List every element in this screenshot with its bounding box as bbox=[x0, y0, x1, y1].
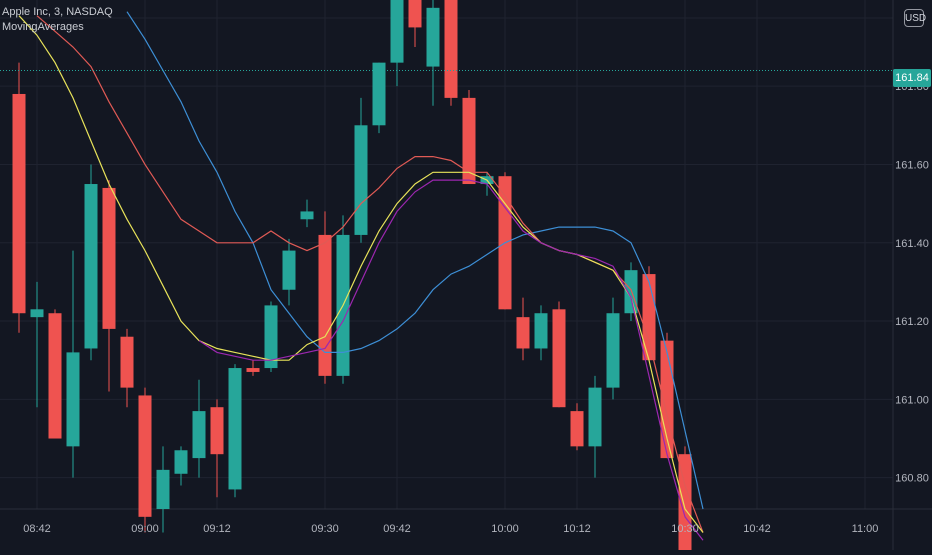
candle-up[interactable] bbox=[264, 305, 278, 369]
last-price-label: 161.84 bbox=[893, 69, 931, 87]
y-tick-label: 161.60 bbox=[895, 159, 929, 171]
candle-down[interactable] bbox=[210, 407, 224, 455]
candle-up[interactable] bbox=[534, 313, 548, 349]
x-tick-label: 09:42 bbox=[383, 523, 411, 535]
candle-down[interactable] bbox=[12, 93, 26, 314]
moving-average-line[interactable] bbox=[18, 15, 704, 533]
chart-legend: Apple Inc, 3, NASDAQ MovingAverages bbox=[2, 5, 113, 35]
candle-down[interactable] bbox=[570, 411, 584, 447]
y-tick-label: 161.40 bbox=[895, 238, 929, 250]
candle-up[interactable] bbox=[588, 387, 602, 447]
symbol-title[interactable]: Apple Inc, 3, NASDAQ bbox=[2, 6, 113, 18]
moving-average-line[interactable] bbox=[198, 179, 704, 541]
candle-up[interactable] bbox=[300, 211, 314, 220]
candle-up[interactable] bbox=[390, 0, 404, 63]
candle-down[interactable] bbox=[48, 313, 62, 439]
moving-average-line[interactable] bbox=[126, 11, 704, 510]
candle-down[interactable] bbox=[516, 317, 530, 349]
candle-down[interactable] bbox=[120, 336, 134, 388]
candle-up[interactable] bbox=[30, 309, 44, 318]
candle-up[interactable] bbox=[282, 250, 296, 290]
indicator-name[interactable]: MovingAverages bbox=[2, 21, 84, 33]
moving-average-line[interactable] bbox=[36, 15, 704, 533]
candle-down[interactable] bbox=[678, 454, 692, 555]
candle-down[interactable] bbox=[318, 234, 332, 376]
candle-up[interactable] bbox=[84, 184, 98, 349]
candle-up[interactable] bbox=[192, 411, 206, 459]
x-tick-label: 10:00 bbox=[491, 523, 519, 535]
candle-down[interactable] bbox=[102, 187, 116, 329]
candle-down[interactable] bbox=[408, 0, 422, 28]
x-tick-label: 08:42 bbox=[23, 523, 51, 535]
candle-up[interactable] bbox=[624, 270, 638, 314]
candle-up[interactable] bbox=[426, 7, 440, 67]
y-tick-label: 161.20 bbox=[895, 316, 929, 328]
candle-up[interactable] bbox=[606, 313, 620, 388]
candle-down[interactable] bbox=[462, 97, 476, 185]
candle-up[interactable] bbox=[66, 352, 80, 447]
x-tick-label: 09:30 bbox=[311, 523, 339, 535]
y-tick-label: 161.00 bbox=[895, 394, 929, 406]
candle-down[interactable] bbox=[246, 368, 260, 372]
candle-up[interactable] bbox=[372, 62, 386, 126]
candle-up[interactable] bbox=[174, 450, 188, 474]
x-tick-label: 09:12 bbox=[203, 523, 231, 535]
x-tick-label: 10:42 bbox=[743, 523, 771, 535]
candle-up[interactable] bbox=[354, 125, 368, 235]
x-axis-labels[interactable]: 08:42 09:00 09:12 09:30 09:42 10:00 10:12 10:30… bbox=[23, 523, 878, 535]
candle-wicks bbox=[18, 0, 686, 555]
y-tick-label: 160.80 bbox=[895, 473, 929, 485]
x-tick-label: 10:12 bbox=[563, 523, 591, 535]
candle-up[interactable] bbox=[156, 469, 170, 509]
currency-button[interactable]: USD bbox=[904, 9, 926, 27]
x-tick-label: 10:30 bbox=[671, 523, 699, 535]
candle-down[interactable] bbox=[552, 309, 566, 408]
x-tick-label: 09:00 bbox=[131, 523, 159, 535]
candle-down[interactable] bbox=[444, 0, 458, 98]
candle-up[interactable] bbox=[228, 368, 242, 490]
candle-down[interactable] bbox=[642, 274, 656, 361]
candle-bodies bbox=[12, 0, 692, 555]
x-tick-label: 11:00 bbox=[852, 523, 879, 535]
moving-average-lines bbox=[18, 11, 704, 541]
candle-down[interactable] bbox=[138, 395, 152, 517]
